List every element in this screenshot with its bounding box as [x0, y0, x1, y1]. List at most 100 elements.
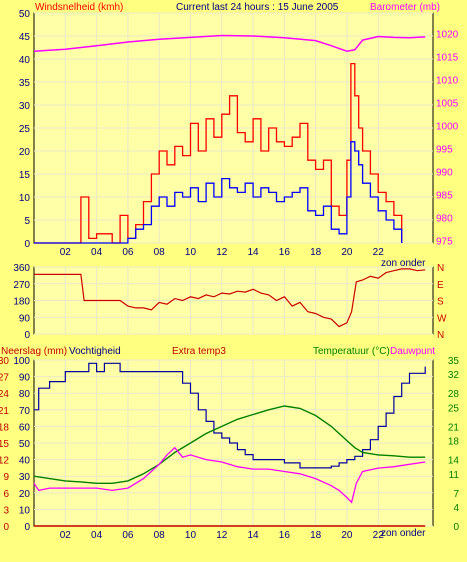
wind-tick-label: 45 [19, 32, 31, 43]
barometer-tick-label: 990 [436, 168, 453, 179]
extra-temp-title: Extra temp3 [172, 346, 226, 357]
rain-tick-label: 30 [0, 356, 9, 367]
dewpoint-axis-title: Dauwpunt [390, 346, 435, 357]
compass-label: N [437, 263, 444, 274]
humidity-line [34, 362, 426, 469]
rain-tick-label: 9 [3, 472, 9, 483]
rain-tick-label: 6 [3, 489, 9, 500]
x-tick-label: 22 [373, 530, 385, 541]
temperature-tick-label: 4 [453, 503, 459, 514]
temperature-tick-label: 32 [448, 370, 460, 381]
humidity-tick-label: 50 [19, 439, 31, 450]
temperature-tick-label: 25 [448, 403, 460, 414]
x-tick-label: 10 [185, 530, 197, 541]
humidity-tick-label: 20 [19, 489, 31, 500]
rain-tick-label: 3 [3, 505, 9, 516]
barometer-tick-label: 1020 [436, 30, 459, 41]
barometer-axis-title: Barometer (mb) [370, 2, 440, 13]
rain-axis-title: Neerslag (mm) [1, 346, 67, 357]
temperature-line [33, 405, 426, 484]
rain-tick-label: 12 [0, 456, 9, 467]
direction-tick-label: 0 [24, 330, 30, 341]
wind-tick-label: 20 [19, 147, 31, 158]
temperature-tick-label: 18 [448, 437, 460, 448]
humidity-tick-label: 0 [24, 522, 30, 533]
x-tick-label: 02 [60, 247, 72, 258]
x-tick-label: 06 [122, 530, 134, 541]
rain-tick-label: 27 [0, 373, 9, 384]
humidity-tick-label: 100 [13, 356, 30, 367]
humidity-tick-label: 90 [19, 373, 31, 384]
wind-tick-label: 30 [19, 101, 31, 112]
x-tick-label: 20 [341, 530, 353, 541]
x-tick-label: 10 [185, 247, 197, 258]
x-tick-label: 08 [154, 530, 166, 541]
sunset-label: zon onder [381, 258, 426, 269]
compass-label: S [437, 297, 444, 308]
barometer-tick-label: 995 [436, 145, 453, 156]
temperature-tick-label: 11 [449, 470, 460, 481]
direction-tick-label: 90 [19, 313, 31, 324]
rain-tick-label: 24 [0, 389, 9, 400]
wind-tick-label: 25 [19, 124, 31, 135]
humidity-axis-title: Vochtigheid [69, 346, 121, 357]
humidity-tick-label: 30 [19, 472, 31, 483]
humidity-tick-label: 70 [19, 406, 31, 417]
chart-title: Current last 24 hours : 15 June 2005 [176, 2, 339, 13]
wind-tick-label: 40 [19, 55, 31, 66]
temperature-tick-label: 35 [448, 356, 460, 367]
x-tick-label: 08 [154, 247, 166, 258]
direction-tick-label: 270 [13, 280, 30, 291]
compass-label: W [437, 313, 447, 324]
humidity-tick-label: 40 [19, 456, 31, 467]
barometer-line [33, 34, 426, 52]
humidity-tick-label: 80 [19, 389, 31, 400]
wind-tick-label: 5 [24, 216, 30, 227]
temperature-tick-label: 0 [453, 522, 459, 533]
rain-tick-label: 21 [0, 406, 9, 417]
rain-tick-label: 15 [0, 439, 9, 450]
x-tick-label: 22 [373, 247, 385, 258]
sunset-label: zon onder [381, 528, 426, 539]
temperature-tick-label: 14 [448, 456, 460, 467]
barometer-tick-label: 975 [436, 237, 453, 248]
rain-tick-label: 0 [3, 522, 9, 533]
x-tick-label: 04 [91, 247, 103, 258]
wind-tick-label: 10 [19, 193, 31, 204]
x-tick-label: 12 [216, 247, 228, 258]
wind-tick-label: 15 [19, 170, 31, 181]
dewpoint-line [33, 446, 426, 504]
barometer-tick-label: 1010 [436, 76, 459, 87]
direction-tick-label: 180 [13, 297, 30, 308]
x-tick-label: 18 [310, 530, 322, 541]
wind-tick-label: 50 [19, 9, 31, 20]
x-tick-label: 18 [310, 247, 322, 258]
compass-label: N [437, 330, 444, 341]
temperature-axis-title: Temperatuur (°C) [313, 346, 390, 357]
wind-tick-label: 35 [19, 78, 31, 89]
compass-label: E [437, 280, 444, 291]
wind-average-line [34, 141, 403, 244]
x-tick-label: 20 [341, 247, 353, 258]
x-tick-label: 06 [122, 247, 134, 258]
x-tick-label: 02 [60, 530, 72, 541]
rain-tick-label: 18 [0, 422, 9, 433]
x-tick-label: 04 [91, 530, 103, 541]
direction-tick-label: 360 [13, 263, 30, 274]
barometer-tick-label: 980 [436, 214, 453, 225]
wind-tick-label: 0 [24, 239, 30, 250]
barometer-tick-label: 1005 [436, 99, 459, 110]
temperature-tick-label: 21 [448, 422, 460, 433]
temperature-tick-label: 7 [453, 489, 459, 500]
x-tick-label: 14 [247, 247, 259, 258]
x-tick-label: 16 [279, 247, 291, 258]
x-tick-label: 14 [247, 530, 259, 541]
barometer-tick-label: 1015 [436, 53, 459, 64]
barometer-tick-label: 1000 [436, 122, 459, 133]
temperature-tick-label: 28 [448, 389, 460, 400]
barometer-tick-label: 985 [436, 191, 453, 202]
wind-direction-line [34, 268, 426, 328]
x-tick-label: 12 [216, 530, 228, 541]
